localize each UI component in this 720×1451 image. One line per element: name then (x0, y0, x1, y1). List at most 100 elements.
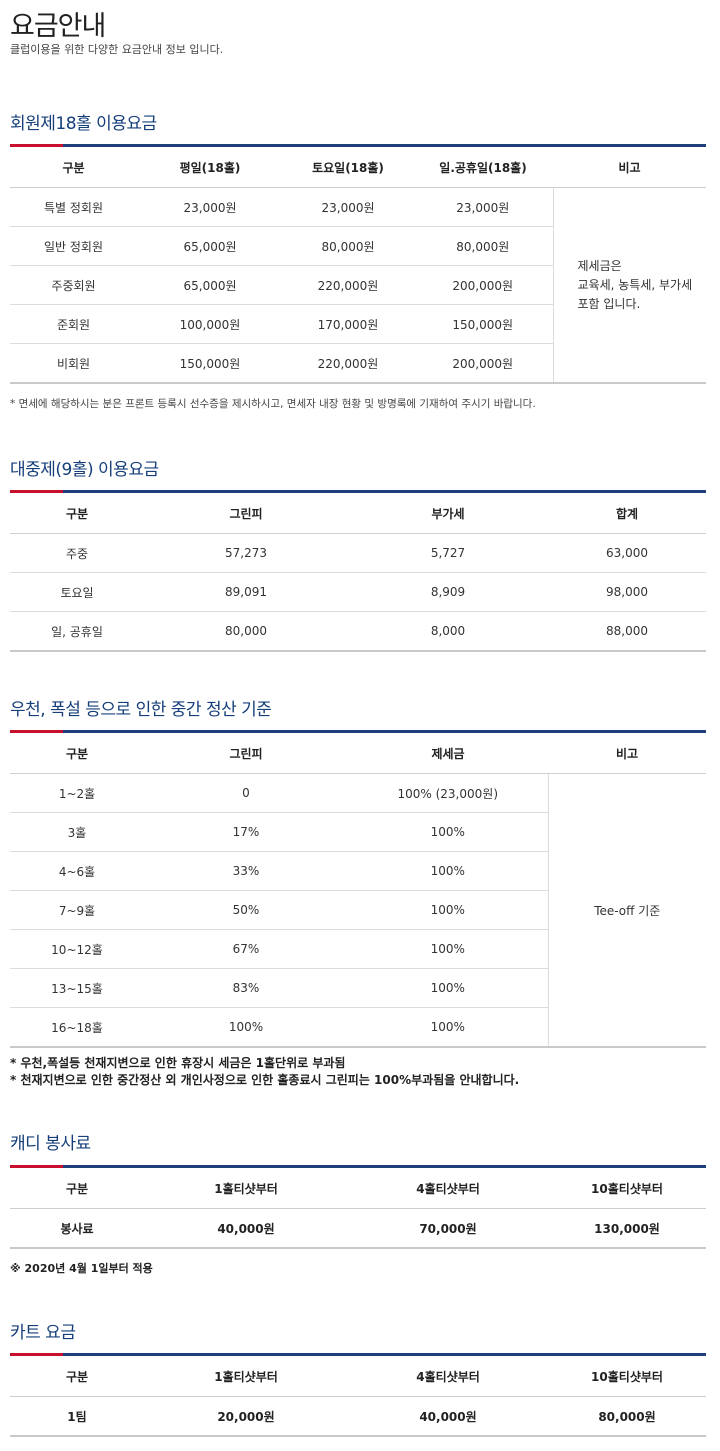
col-header: 구분 (10, 147, 137, 188)
row-label: 4~6홀 (10, 851, 144, 891)
table-row: 13~15홀 83% 100% (10, 968, 706, 1008)
col-header: 구분 (10, 733, 144, 774)
table-cell: 100% (23,000원) (348, 773, 548, 813)
row-label: 일, 공휴일 (10, 611, 144, 652)
section-title-caddie: 캐디 봉사료 (10, 1134, 91, 1154)
table-row: 10~12홀 67% 100% (10, 929, 706, 969)
col-header: 제세금 (348, 733, 548, 774)
row-label: 특별 정회원 (10, 187, 137, 227)
section-divider (10, 490, 706, 493)
table-cell: 80,000 (144, 611, 348, 652)
remarks-cell: Tee-off 기준 (547, 773, 706, 1048)
member18-fee-table: 구분 평일(18홀) 토요일(18홀) 일.공휴일(18홀) 비고 특별 정회원… (10, 147, 706, 384)
table-row: 주중회원 65,000원 220,000원 200,000원 (10, 265, 706, 305)
table-header-row: 구분 그린피 제세금 비고 (10, 733, 706, 774)
table-cell: 23,000원 (283, 187, 413, 227)
table-cell: 65,000원 (137, 226, 283, 266)
section-divider (10, 730, 706, 733)
table-cell: 220,000원 (283, 343, 413, 384)
table-cell: 5,727 (348, 533, 548, 573)
table-cell: 40,000원 (144, 1208, 348, 1249)
table-cell: 40,000원 (348, 1396, 548, 1437)
row-label: 1팀 (10, 1396, 144, 1437)
caddie-footnote: ※ 2020년 4월 1일부터 적용 (10, 1262, 153, 1275)
cart-fee-table: 구분 1홀티샷부터 4홀티샷부터 10홀티샷부터 1팀 20,000원 40,0… (10, 1356, 706, 1437)
settlement-footnote: * 우천,폭설등 천재지변으로 인한 휴장시 세금은 1홀단위로 부과됨 (10, 1056, 346, 1070)
row-label: 10~12홀 (10, 929, 144, 969)
table-cell: 100% (348, 1007, 548, 1048)
col-header: 구분 (10, 1356, 144, 1397)
remarks-cell: 제세금은 교육세, 농특세, 부가세 포함 입니다. (552, 187, 706, 384)
section-divider (10, 144, 706, 147)
table-row: 봉사료 40,000원 70,000원 130,000원 (10, 1208, 706, 1249)
table-cell: 200,000원 (413, 265, 553, 305)
table-cell: 130,000원 (548, 1208, 706, 1249)
table-cell: 17% (144, 812, 348, 852)
table-cell: 63,000 (548, 533, 706, 573)
row-label: 주중회원 (10, 265, 137, 305)
remarks-line: 교육세, 농특세, 부가세 (577, 277, 693, 292)
col-header: 구분 (10, 493, 144, 534)
table-cell: 8,909 (348, 572, 548, 612)
section-divider (10, 1165, 706, 1168)
row-label: 봉사료 (10, 1208, 144, 1249)
col-header: 토요일(18홀) (283, 147, 413, 188)
caddie-fee-table: 구분 1홀티샷부터 4홀티샷부터 10홀티샷부터 봉사료 40,000원 70,… (10, 1168, 706, 1249)
table-cell: 170,000원 (283, 304, 413, 344)
public9-fee-table: 구분 그린피 부가세 합계 주중 57,273 5,727 63,000 토요일… (10, 493, 706, 652)
row-label: 13~15홀 (10, 968, 144, 1008)
table-cell: 8,000 (348, 611, 548, 652)
table-row: 특별 정회원 23,000원 23,000원 23,000원 제세금은 교육세,… (10, 187, 706, 384)
table-cell: 100% (348, 851, 548, 891)
table-row: 일, 공휴일 80,000 8,000 88,000 (10, 611, 706, 652)
settlement-table: 구분 그린피 제세금 비고 1~2홀 0 100% (23,000원) Tee-… (10, 733, 706, 1048)
table-cell: 220,000원 (283, 265, 413, 305)
table-row: 1팀 20,000원 40,000원 80,000원 (10, 1396, 706, 1437)
table-cell: 100% (348, 929, 548, 969)
col-header: 평일(18홀) (137, 147, 283, 188)
table-cell: 20,000원 (144, 1396, 348, 1437)
table-cell: 150,000원 (413, 304, 553, 344)
section-title-member18: 회원제18홀 이용요금 (10, 114, 157, 134)
row-label: 16~18홀 (10, 1007, 144, 1048)
table-row: 주중 57,273 5,727 63,000 (10, 533, 706, 573)
table-header-row: 구분 그린피 부가세 합계 (10, 493, 706, 534)
col-header: 10홀티샷부터 (548, 1356, 706, 1397)
section-title-cart: 카트 요금 (10, 1323, 76, 1343)
page-title: 요금안내 (10, 11, 106, 42)
table-cell: 33% (144, 851, 348, 891)
row-label: 7~9홀 (10, 890, 144, 930)
table-header-row: 구분 1홀티샷부터 4홀티샷부터 10홀티샷부터 (10, 1168, 706, 1209)
row-label: 3홀 (10, 812, 144, 852)
section-divider (10, 1353, 706, 1356)
table-row: 4~6홀 33% 100% (10, 851, 706, 891)
table-cell: 23,000원 (137, 187, 283, 227)
table-header-row: 구분 1홀티샷부터 4홀티샷부터 10홀티샷부터 (10, 1356, 706, 1397)
table-cell: 50% (144, 890, 348, 930)
row-label: 토요일 (10, 572, 144, 612)
table-cell: 0 (144, 773, 348, 813)
col-header: 부가세 (348, 493, 548, 534)
table-cell: 80,000원 (548, 1396, 706, 1437)
table-cell: 67% (144, 929, 348, 969)
member18-footnote: * 면세에 해당하시는 분은 프론트 등록시 선수증을 제시하시고, 면세자 내… (10, 398, 536, 410)
remarks-line: 포함 입니다. (577, 296, 641, 311)
table-cell: 83% (144, 968, 348, 1008)
col-header: 4홀티샷부터 (348, 1356, 548, 1397)
table-cell: 23,000원 (413, 187, 553, 227)
settlement-footnote: * 천재지변으로 인한 중간정산 외 개인사정으로 인한 홀종료시 그린피는 1… (10, 1073, 520, 1087)
row-label: 1~2홀 (10, 773, 144, 813)
col-header: 일.공휴일(18홀) (413, 147, 553, 188)
table-cell: 100% (348, 968, 548, 1008)
col-header: 구분 (10, 1168, 144, 1209)
table-row: 준회원 100,000원 170,000원 150,000원 (10, 304, 706, 344)
table-cell: 200,000원 (413, 343, 553, 384)
table-cell: 65,000원 (137, 265, 283, 305)
row-label: 준회원 (10, 304, 137, 344)
row-label: 비회원 (10, 343, 137, 384)
col-header: 비고 (553, 147, 706, 188)
section-title-settlement: 우천, 폭설 등으로 인한 중간 정산 기준 (10, 700, 272, 720)
col-header: 합계 (548, 493, 706, 534)
table-cell: 150,000원 (137, 343, 283, 384)
page-subtitle: 클럽이용을 위한 다양한 요금안내 정보 입니다. (10, 43, 224, 56)
